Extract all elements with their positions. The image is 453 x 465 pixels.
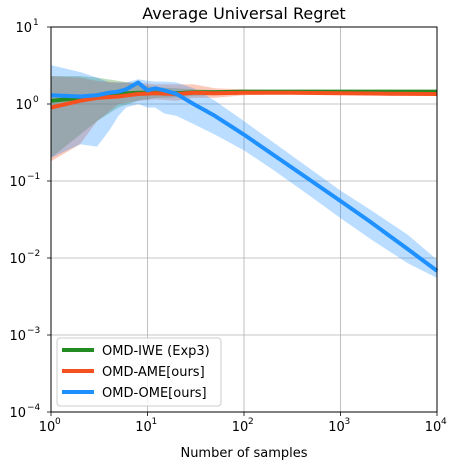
- x-tick-exponent: 3: [345, 417, 351, 427]
- x-tick-label: 10: [232, 420, 249, 435]
- y-tick-exponent: −4: [27, 403, 41, 413]
- y-tick-exponent: −3: [27, 326, 40, 336]
- series-line-3: [50, 80, 439, 273]
- y-tick-label: 10: [15, 98, 32, 113]
- x-tick-exponent: 0: [55, 417, 61, 427]
- legend-entry-label: OMD-IWE (Exp3): [102, 344, 210, 359]
- band-3: [51, 65, 437, 278]
- y-tick-label: 10: [9, 329, 26, 344]
- band-1: [51, 76, 437, 158]
- x-tick-label: 10: [328, 420, 345, 435]
- x-axis-label: Number of samples: [180, 446, 307, 461]
- x-tick-exponent: 4: [441, 417, 447, 427]
- y-tick-label: 10: [9, 406, 26, 421]
- confidence-bands: [51, 65, 437, 278]
- x-tick-exponent: 2: [248, 417, 254, 427]
- chart-title: Average Universal Regret: [142, 4, 345, 23]
- y-tick-label: 10: [15, 21, 32, 36]
- axis-ticks: 10 0 10 1 10 2 10 3 10 410 −410 −310 −210 −110 010 1: [9, 18, 447, 435]
- y-tick-exponent: 0: [33, 95, 39, 105]
- x-tick-label: 10: [39, 420, 56, 435]
- x-tick-label: 10: [135, 420, 152, 435]
- y-tick-exponent: 1: [33, 18, 39, 28]
- series-line-2: [50, 90, 438, 110]
- band-2: [51, 76, 437, 162]
- legend-entry-label: OMD-OME[ours]: [102, 386, 207, 401]
- legend-entry-label: OMD-AME[ours]: [102, 365, 205, 380]
- legend: OMD-IWE (Exp3) OMD-AME[ours] OMD-OME[ours]: [56, 337, 222, 407]
- series-lines: [50, 80, 439, 273]
- y-tick-label: 10: [9, 175, 26, 190]
- y-tick-exponent: −1: [27, 172, 40, 182]
- y-tick-exponent: −2: [27, 249, 40, 259]
- x-tick-label: 10: [425, 420, 442, 435]
- y-tick-label: 10: [9, 252, 26, 267]
- x-tick-exponent: 1: [152, 417, 158, 427]
- legend-box: [56, 337, 222, 407]
